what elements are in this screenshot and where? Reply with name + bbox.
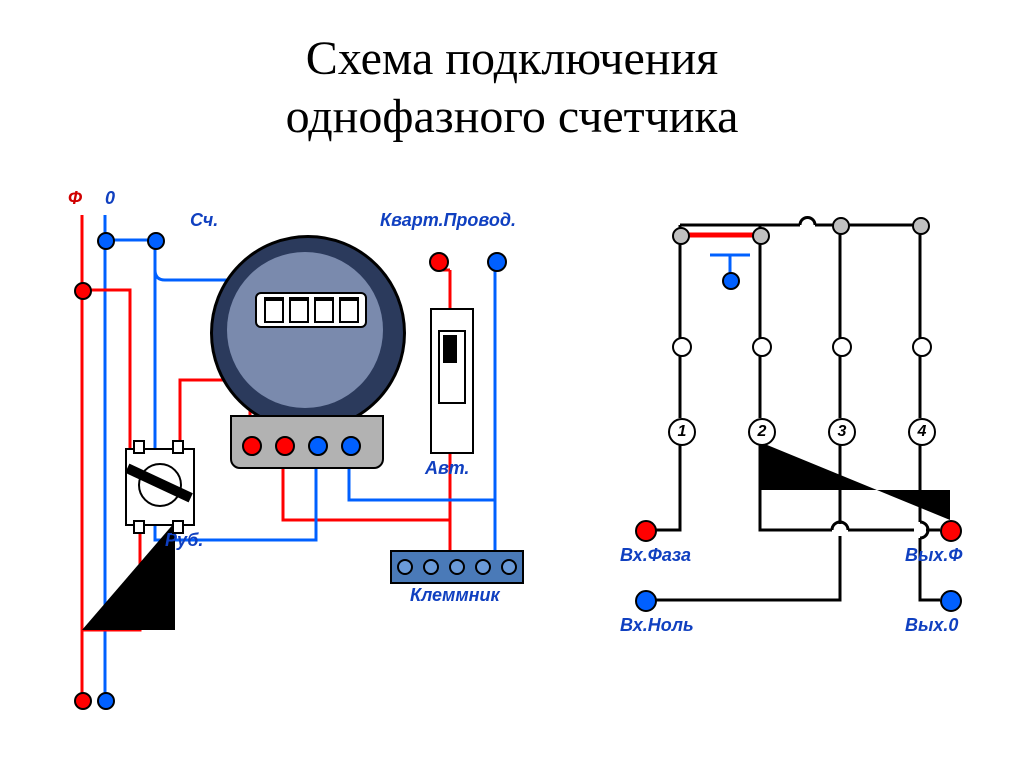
klemm-hole-icon bbox=[449, 559, 465, 575]
label-in-zero: Вх.Ноль bbox=[620, 615, 694, 636]
label-rub: Руб. bbox=[165, 530, 203, 551]
in-phase-dot bbox=[635, 520, 657, 542]
node-dot bbox=[74, 692, 92, 710]
diagram-canvas: Ф 0 Сч. Кварт.Провод. Руб. Авт. Клеммник bbox=[0, 180, 1024, 760]
node-circle-icon bbox=[752, 337, 772, 357]
digit-icon bbox=[264, 297, 284, 323]
breaker-leg-icon bbox=[133, 440, 145, 454]
page-title: Схема подключения однофазного счетчика bbox=[0, 0, 1024, 145]
node-dot bbox=[429, 252, 449, 272]
node-dot bbox=[672, 227, 690, 245]
node-dot bbox=[147, 232, 165, 250]
node-dot bbox=[74, 282, 92, 300]
out-phase-dot bbox=[940, 520, 962, 542]
klemm-hole-icon bbox=[475, 559, 491, 575]
node-dot bbox=[752, 227, 770, 245]
label-zero: 0 bbox=[105, 188, 115, 209]
meter-terminal-2 bbox=[275, 436, 295, 456]
label-klemm: Клеммник bbox=[410, 585, 500, 606]
out-zero-dot bbox=[940, 590, 962, 612]
meter-terminal-1 bbox=[242, 436, 262, 456]
node-dot bbox=[487, 252, 507, 272]
breaker-leg-icon bbox=[133, 520, 145, 534]
breaker-leg-icon bbox=[172, 440, 184, 454]
node-circle-icon bbox=[672, 337, 692, 357]
meter-display bbox=[255, 292, 367, 328]
label-out-phase: Вых.Ф bbox=[905, 545, 962, 566]
right-terminal-1: 1 bbox=[668, 418, 696, 446]
digit-icon bbox=[339, 297, 359, 323]
label-out-zero: Вых.0 bbox=[905, 615, 958, 636]
right-terminal-3: 3 bbox=[828, 418, 856, 446]
digit-icon bbox=[289, 297, 309, 323]
avt-switch-icon bbox=[443, 335, 457, 363]
klemm-hole-icon bbox=[423, 559, 439, 575]
right-terminal-2: 2 bbox=[748, 418, 776, 446]
title-line-1: Схема подключения bbox=[0, 30, 1024, 88]
breaker-leg-icon bbox=[172, 520, 184, 534]
label-avt: Авт. bbox=[425, 458, 469, 479]
meter-face-icon bbox=[227, 252, 383, 408]
klemm-icon bbox=[390, 550, 524, 584]
meter-terminal-3 bbox=[308, 436, 328, 456]
node-dot bbox=[912, 217, 930, 235]
label-sch: Сч. bbox=[190, 210, 218, 231]
klemm-hole-icon bbox=[501, 559, 517, 575]
node-dot bbox=[832, 217, 850, 235]
label-phase: Ф bbox=[68, 188, 82, 209]
klemm-hole-icon bbox=[397, 559, 413, 575]
label-kvart: Кварт.Провод. bbox=[380, 210, 516, 231]
meter-terminal-4 bbox=[341, 436, 361, 456]
node-dot bbox=[97, 692, 115, 710]
node-circle-icon bbox=[832, 337, 852, 357]
in-zero-dot bbox=[635, 590, 657, 612]
node-dot bbox=[722, 272, 740, 290]
title-line-2: однофазного счетчика bbox=[0, 88, 1024, 146]
right-terminal-4: 4 bbox=[908, 418, 936, 446]
node-circle-icon bbox=[912, 337, 932, 357]
digit-icon bbox=[314, 297, 334, 323]
node-dot bbox=[97, 232, 115, 250]
label-in-phase: Вх.Фаза bbox=[620, 545, 691, 566]
